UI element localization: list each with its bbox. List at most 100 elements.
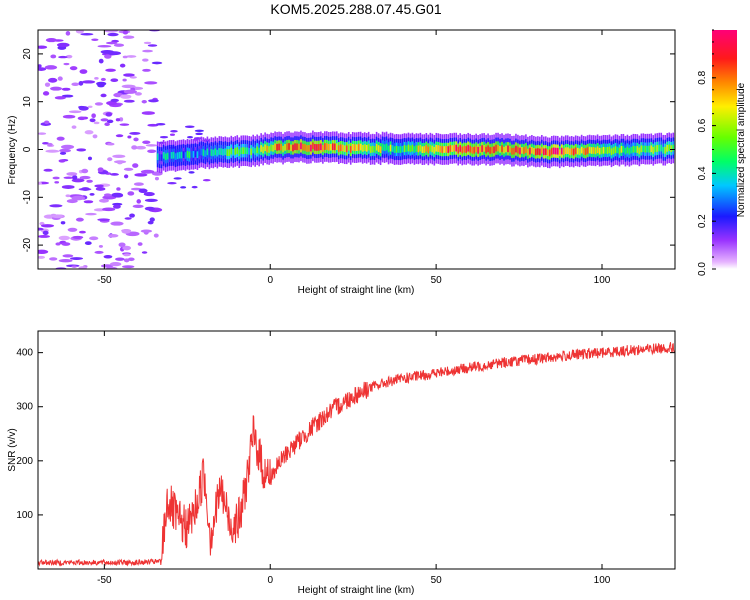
noise-blob — [83, 200, 94, 204]
signal-cell — [443, 146, 446, 153]
noise-blob — [123, 167, 134, 171]
signal-cell — [666, 145, 669, 152]
noise-blob — [123, 89, 137, 94]
noise-blob — [81, 80, 96, 84]
noise-blob — [122, 55, 128, 59]
signal-cell — [296, 143, 298, 151]
signal-cell — [172, 151, 175, 159]
signal-cell — [507, 145, 509, 153]
noise-blob — [116, 187, 121, 191]
noise-blob — [58, 159, 66, 163]
signal-cell — [306, 145, 308, 152]
signal-cell — [554, 147, 557, 155]
noise-blob — [122, 30, 129, 35]
noise-blob — [188, 171, 195, 174]
noise-blob — [148, 99, 159, 103]
signal-cell — [254, 148, 256, 155]
signal-cell — [383, 144, 386, 152]
noise-blob — [55, 242, 61, 246]
signal-cell — [423, 146, 426, 153]
noise-blob — [44, 82, 51, 87]
noise-blob — [167, 181, 177, 185]
noise-blob — [123, 73, 135, 77]
snr-y-ticks: 100 200 300 400 — [16, 348, 675, 521]
signal-cell — [381, 143, 384, 151]
noise-blob — [122, 35, 135, 39]
signal-cell — [493, 146, 495, 154]
noise-blob — [133, 137, 139, 142]
signal-cell — [176, 152, 179, 160]
noise-blob — [129, 213, 135, 218]
spectrogram-y-ticks: -20 -10 0 10 20 — [22, 48, 675, 252]
noise-blob — [95, 187, 106, 191]
signal-cell — [198, 149, 201, 157]
noise-blob — [110, 78, 119, 83]
signal-cell — [234, 148, 237, 155]
signal-cell — [481, 145, 483, 152]
signal-cell — [353, 144, 356, 152]
noise-blob — [115, 257, 125, 261]
noise-blob — [120, 94, 132, 99]
signal-cell — [389, 144, 392, 152]
noise-blob — [143, 41, 152, 45]
noise-blob — [94, 250, 104, 254]
signal-cell — [642, 145, 645, 153]
signal-cell — [477, 146, 479, 154]
signal-cell — [497, 144, 499, 152]
signal-cell — [640, 145, 643, 153]
signal-cell — [634, 145, 637, 153]
signal-cell — [638, 147, 641, 155]
signal-cell — [572, 148, 575, 156]
noise-blob — [195, 132, 203, 136]
snr-panel: -50 0 50 100 100 200 300 400 Height of straigh… — [7, 330, 676, 596]
signal-cell — [548, 149, 551, 157]
noise-blob — [97, 44, 112, 48]
noise-blob — [54, 96, 66, 100]
noise-blob — [38, 64, 42, 68]
signal-cell — [626, 146, 629, 154]
signal-cell — [547, 149, 549, 157]
noise-blob — [97, 218, 110, 222]
signal-cell — [658, 144, 661, 152]
noise-blob — [129, 76, 137, 79]
signal-cell — [308, 145, 310, 152]
noise-blob — [191, 185, 198, 189]
noise-blob — [91, 113, 96, 119]
signal-cell — [602, 146, 605, 154]
noise-blob — [109, 173, 119, 176]
noise-blob — [61, 87, 71, 91]
noise-blob — [122, 265, 135, 269]
spectrogram-noise — [38, 30, 211, 269]
signal-cell — [214, 148, 217, 156]
noise-blob — [77, 116, 86, 121]
noise-blob — [142, 49, 153, 53]
noise-blob — [127, 135, 132, 139]
signal-cell — [525, 146, 527, 153]
noise-blob — [194, 129, 204, 133]
signal-cell — [409, 145, 412, 153]
signal-cell — [224, 148, 227, 156]
noise-blob — [147, 149, 157, 153]
x-tick-label: 50 — [431, 275, 443, 286]
signal-cell — [302, 143, 304, 151]
noise-blob — [136, 199, 142, 204]
signal-cell — [582, 147, 585, 155]
noise-blob — [38, 227, 44, 231]
noise-blob — [117, 161, 123, 165]
signal-cell — [178, 151, 181, 159]
noise-blob — [60, 144, 75, 150]
noise-blob — [51, 214, 64, 219]
signal-cell — [632, 145, 635, 153]
signal-cell — [656, 145, 659, 152]
noise-blob — [122, 78, 127, 82]
x-tick-label: 100 — [594, 575, 611, 586]
signal-cell — [415, 145, 418, 152]
signal-cell — [274, 143, 276, 151]
signal-cell — [312, 142, 314, 150]
signal-cell — [182, 151, 185, 158]
signal-cell — [628, 147, 631, 155]
noise-blob — [42, 142, 50, 145]
signal-cell — [270, 144, 272, 152]
noise-blob — [40, 224, 55, 228]
